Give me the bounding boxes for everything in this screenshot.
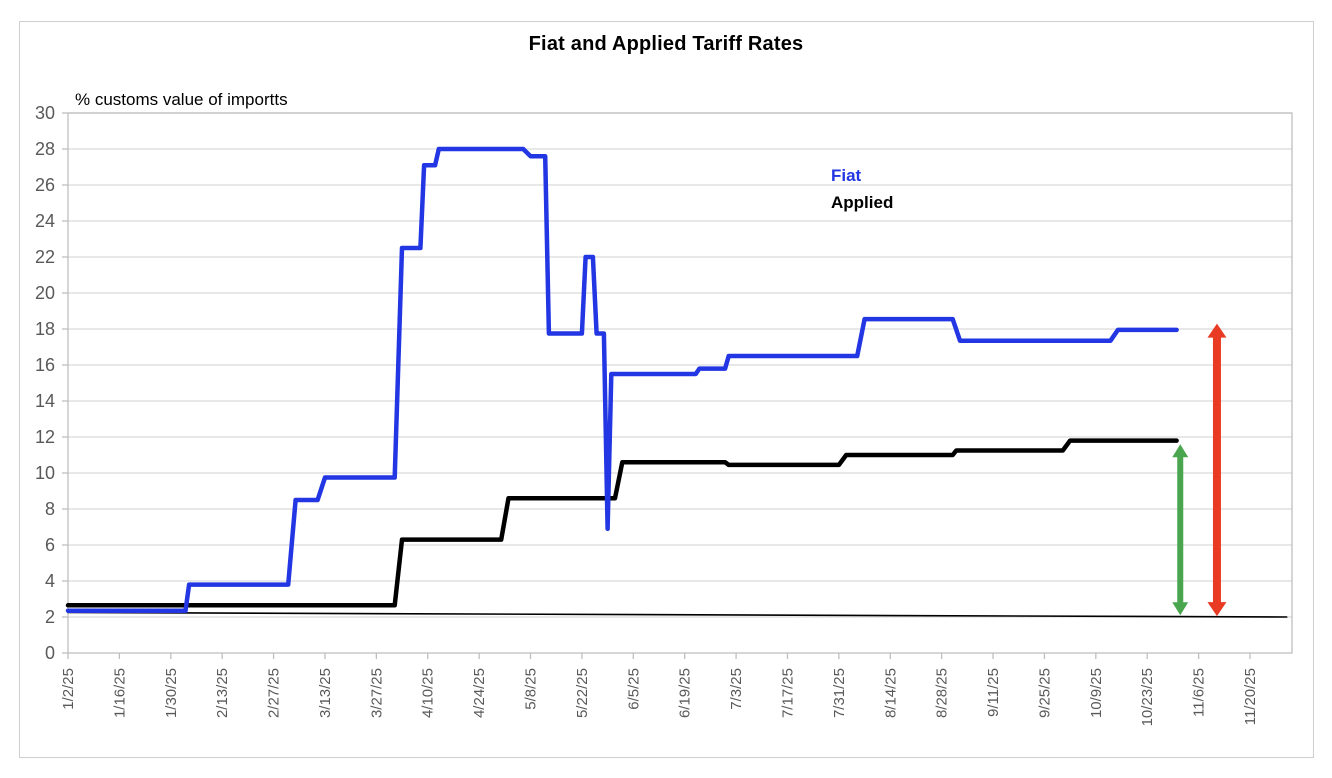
x-tick-label: 1/30/25 (163, 668, 180, 718)
x-tick-label: 9/11/25 (985, 668, 1002, 717)
x-tick-label: 7/3/25 (728, 668, 745, 710)
x-tick-label: 11/20/25 (1242, 668, 1259, 725)
y-tick-label: 4 (45, 571, 55, 591)
x-tick-label: 2/13/25 (214, 668, 231, 718)
x-tick-label: 1/16/25 (111, 668, 128, 718)
y-tick-label: 26 (35, 175, 55, 195)
y-axis-unit-label: % customs value of importts (75, 90, 288, 109)
y-tick-label: 20 (35, 283, 55, 303)
x-tick-label: 5/8/25 (523, 668, 540, 710)
applied-gap-arrow-head-up (1172, 444, 1189, 458)
x-tick-label: 7/31/25 (831, 668, 848, 718)
x-tick-label: 2/27/25 (266, 668, 283, 718)
series-line-fiat (65, 146, 1179, 613)
series-line-applied (65, 438, 1179, 608)
y-tick-label: 2 (45, 607, 55, 627)
x-tick-label: 8/14/25 (882, 668, 899, 718)
plot-border (67, 112, 1293, 654)
fiat-gap-arrow-head-down (1207, 602, 1227, 617)
x-tick-label: 7/17/25 (779, 668, 796, 718)
x-tick-label: 4/24/25 (471, 668, 488, 718)
x-tick-label: 8/28/25 (934, 668, 951, 718)
x-tick-label: 9/25/25 (1036, 668, 1053, 718)
chart-frame (19, 21, 1314, 758)
fiat-gap-arrow-head-up (1207, 323, 1227, 338)
x-tick-label: 1/2/25 (60, 668, 77, 710)
x-tick-label: 3/27/25 (368, 668, 385, 718)
y-tick-label: 8 (45, 499, 55, 519)
legend-item-applied: Applied (831, 193, 894, 212)
y-tick-label: 16 (35, 355, 55, 375)
y-tick-label: 30 (35, 103, 55, 123)
x-tick-label: 6/19/25 (677, 668, 694, 718)
y-tick-label: 22 (35, 247, 55, 267)
applied-gap-arrow-head-down (1172, 602, 1189, 616)
y-tick-label: 18 (35, 319, 55, 339)
x-tick-label: 4/10/25 (420, 668, 437, 718)
series-line-baseline (67, 611, 1288, 618)
y-tick-label: 12 (35, 427, 55, 447)
y-tick-label: 24 (35, 211, 55, 231)
x-tick-label: 6/5/25 (625, 668, 642, 710)
y-tick-label: 28 (35, 139, 55, 159)
legend-item-fiat: Fiat (831, 166, 862, 185)
x-tick-label: 10/23/25 (1139, 668, 1156, 726)
y-tick-label: 10 (35, 463, 55, 483)
y-tick-label: 0 (45, 643, 55, 663)
chart-title: Fiat and Applied Tariff Rates (528, 33, 804, 55)
x-tick-label: 11/6/25 (1191, 668, 1208, 717)
y-tick-label: 6 (45, 535, 55, 555)
x-tick-label: 5/22/25 (574, 668, 591, 718)
x-tick-label: 10/9/25 (1088, 668, 1105, 718)
y-tick-label: 14 (35, 391, 55, 411)
x-tick-label: 3/13/25 (317, 668, 334, 718)
chart-legend: Fiat Applied (831, 162, 893, 216)
